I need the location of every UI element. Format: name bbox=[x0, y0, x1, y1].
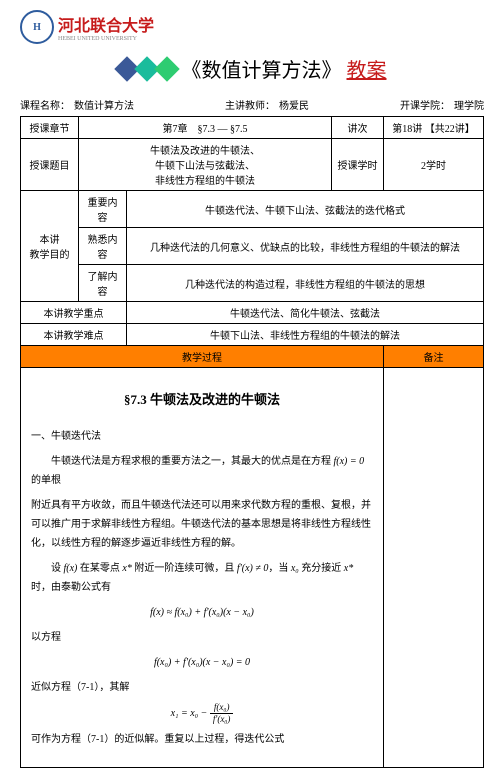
paragraph: 可作为方程（7-1）的近似解。重复以上过程，得迭代公式 bbox=[31, 730, 373, 749]
paragraph: 附近具有平方收敛，而且牛顿迭代法还可以用来求代数方程的重根、复根，并可以推广用于… bbox=[31, 496, 373, 553]
cell-hours-val: 2学时 bbox=[384, 139, 484, 191]
formula: f(x₀) + f'(x₀)(x − x₀) = 0 bbox=[31, 653, 373, 672]
title-icons bbox=[118, 60, 176, 78]
table-row: 本讲 教学目的 重要内容 牛顿迭代法、牛顿下山法、弦截法的迭代格式 bbox=[21, 191, 484, 228]
content-cell: §7.3 牛顿法及改进的牛顿法 一、牛顿迭代法 牛顿迭代法是方程求根的重要方法之… bbox=[21, 368, 384, 768]
section-title: §7.3 牛顿法及改进的牛顿法 bbox=[31, 388, 373, 413]
cell-lecture-val: 第18讲 【共22讲】 bbox=[384, 117, 484, 139]
cell-focus-label: 本讲教学重点 bbox=[21, 302, 127, 324]
university-name: 河北联合大学 bbox=[58, 12, 154, 36]
table-row: 了解内容 几种迭代法的构造过程，非线性方程组的牛顿法的思想 bbox=[21, 265, 484, 302]
title-link[interactable]: 教案 bbox=[347, 60, 387, 82]
formula: f(x) ≈ f(x₀) + f'(x₀)(x − x₀) bbox=[31, 603, 373, 622]
cell-familiar-val: 几种迭代法的几何意义、优缺点的比较，非线性方程组的牛顿法的解法 bbox=[127, 228, 484, 265]
formula: x₁ = x₀ − f(x₀)f'(x₀) bbox=[31, 703, 373, 724]
cell-chapter-val: 第7章 §7.3 — §7.5 bbox=[79, 117, 332, 139]
section-header-row: 教学过程 备注 bbox=[21, 346, 484, 368]
cell-difficulty-label: 本讲教学难点 bbox=[21, 324, 127, 346]
subsection-title: 一、牛顿迭代法 bbox=[31, 427, 373, 446]
document-title: 《数值计算方法》 教案 bbox=[20, 54, 484, 83]
university-name-en: HEBEI UNITED UNIVERSITY bbox=[58, 36, 154, 42]
course-label: 课程名称： bbox=[20, 97, 70, 112]
paragraph: 牛顿迭代法是方程求根的重要方法之一，其最大的优点是在方程 f(x) = 0 的单… bbox=[31, 452, 373, 490]
cell-familiar-label: 熟悉内容 bbox=[79, 228, 127, 265]
cell-process-header: 教学过程 bbox=[21, 346, 384, 368]
cell-important-val: 牛顿迭代法、牛顿下山法、弦截法的迭代格式 bbox=[127, 191, 484, 228]
meta-row: 课程名称： 数值计算方法 主讲教师： 杨爱民 开课学院： 理学院 bbox=[20, 97, 484, 112]
cell-hours-label: 授课学时 bbox=[332, 139, 384, 191]
info-table: 授课章节 第7章 §7.3 — §7.5 讲次 第18讲 【共22讲】 授课题目… bbox=[20, 116, 484, 768]
table-row: 授课章节 第7章 §7.3 — §7.5 讲次 第18讲 【共22讲】 bbox=[21, 117, 484, 139]
cell-understand-label: 了解内容 bbox=[79, 265, 127, 302]
cell-understand-val: 几种迭代法的构造过程，非线性方程组的牛顿法的思想 bbox=[127, 265, 484, 302]
cell-lecture-label: 讲次 bbox=[332, 117, 384, 139]
teacher-value: 杨爱民 bbox=[279, 97, 309, 112]
content-row: §7.3 牛顿法及改进的牛顿法 一、牛顿迭代法 牛顿迭代法是方程求根的重要方法之… bbox=[21, 368, 484, 768]
cell-focus-val: 牛顿迭代法、简化牛顿法、弦截法 bbox=[127, 302, 484, 324]
table-row: 熟悉内容 几种迭代法的几何意义、优缺点的比较，非线性方程组的牛顿法的解法 bbox=[21, 228, 484, 265]
school-label: 开课学院： bbox=[400, 97, 450, 112]
university-logo: H 河北联合大学 HEBEI UNITED UNIVERSITY bbox=[20, 10, 154, 44]
course-value: 数值计算方法 bbox=[74, 97, 134, 112]
remarks-cell bbox=[384, 368, 484, 768]
cell-chapter-label: 授课章节 bbox=[21, 117, 79, 139]
title-prefix: 《数值计算方法》 bbox=[182, 60, 342, 82]
logo-emblem: H bbox=[20, 10, 54, 44]
cell-difficulty-val: 牛顿下山法、非线性方程组的牛顿法的解法 bbox=[127, 324, 484, 346]
cell-goal-label: 本讲 教学目的 bbox=[21, 191, 79, 302]
school-value: 理学院 bbox=[454, 97, 484, 112]
cell-topic-label: 授课题目 bbox=[21, 139, 79, 191]
table-row: 授课题目 牛顿法及改进的牛顿法、 牛顿下山法与弦截法、 非线性方程组的牛顿法 授… bbox=[21, 139, 484, 191]
header: H 河北联合大学 HEBEI UNITED UNIVERSITY bbox=[20, 10, 484, 44]
paragraph: 以方程 bbox=[31, 628, 373, 647]
paragraph: 设 f(x) 在某零点 x* 附近一阶连续可微，且 f'(x) ≠ 0，当 x₀… bbox=[31, 559, 373, 597]
cell-remark-header: 备注 bbox=[384, 346, 484, 368]
table-row: 本讲教学难点 牛顿下山法、非线性方程组的牛顿法的解法 bbox=[21, 324, 484, 346]
cell-important-label: 重要内容 bbox=[79, 191, 127, 228]
teacher-label: 主讲教师： bbox=[225, 97, 275, 112]
paragraph: 近似方程（7-1），其解 bbox=[31, 678, 373, 697]
cell-topic-val: 牛顿法及改进的牛顿法、 牛顿下山法与弦截法、 非线性方程组的牛顿法 bbox=[79, 139, 332, 191]
table-row: 本讲教学重点 牛顿迭代法、简化牛顿法、弦截法 bbox=[21, 302, 484, 324]
